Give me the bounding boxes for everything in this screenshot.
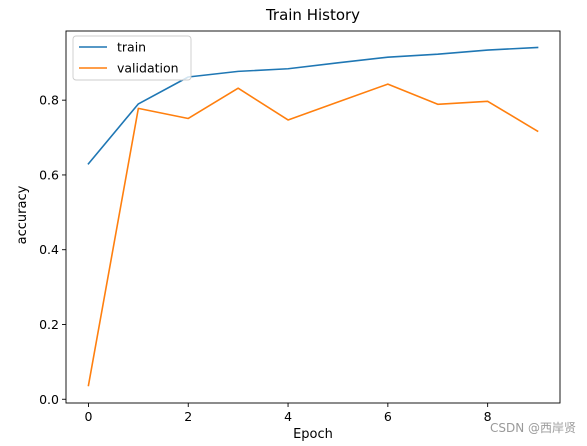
plot-area: 0 2 4 6 8 0.0 0.2 0.4 0.6 0.8 train validation [39, 30, 561, 424]
watermark: CSDN @西岸贤 [490, 421, 576, 435]
x-axis-label: Epoch [293, 427, 333, 442]
legend-label-train: train [117, 40, 146, 55]
series-line-train [87, 46, 539, 165]
x-tick-label: 2 [184, 409, 192, 424]
legend-label-validation: validation [117, 61, 179, 76]
axes-frame [65, 30, 561, 404]
y-tick-label: 0.2 [39, 317, 59, 332]
y-tick-label: 0.0 [39, 392, 59, 407]
legend: train validation [72, 35, 192, 81]
x-tick-label: 4 [284, 409, 292, 424]
x-tick-label: 6 [384, 409, 392, 424]
y-axis-label: accuracy [15, 185, 30, 244]
y-tick-label: 0.4 [39, 242, 59, 257]
x-tick-label: 0 [84, 409, 92, 424]
y-tick-label: 0.8 [39, 93, 59, 108]
series-line-validation [87, 83, 539, 387]
y-tick-label: 0.6 [39, 167, 59, 182]
x-tick-label: 8 [484, 409, 492, 424]
chart-title: Train History [265, 6, 360, 24]
